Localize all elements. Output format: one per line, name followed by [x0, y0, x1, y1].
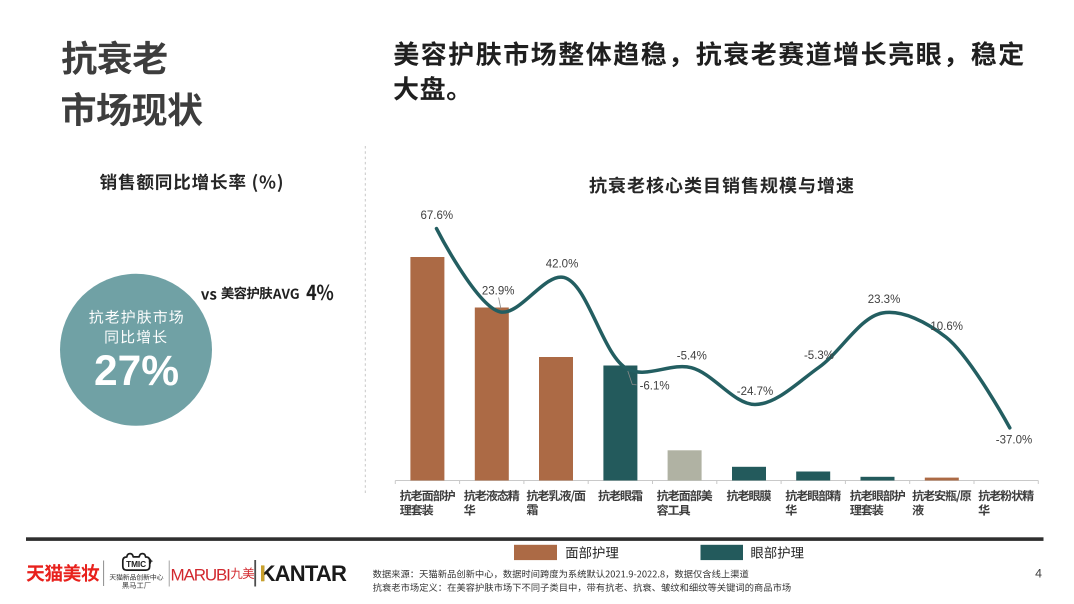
svg-text:27%: 27% [94, 348, 179, 395]
svg-text:42.0%: 42.0% [546, 259, 579, 271]
svg-text:4: 4 [1035, 566, 1042, 580]
svg-text:10.6%: 10.6% [930, 321, 963, 333]
svg-text:23.3%: 23.3% [868, 294, 901, 306]
svg-text:23.9%: 23.9% [482, 286, 515, 298]
svg-text:-5.4%: -5.4% [677, 351, 707, 363]
svg-text:KANTAR: KANTAR [260, 561, 347, 586]
svg-text:67.6%: 67.6% [420, 210, 453, 222]
svg-text:-24.7%: -24.7% [737, 386, 773, 398]
svg-text:-5.3%: -5.3% [804, 350, 834, 362]
svg-text:-37.0%: -37.0% [996, 434, 1032, 446]
svg-text:TMIC: TMIC [126, 559, 146, 569]
svg-text:-6.1%: -6.1% [640, 381, 670, 393]
svg-text:MARUBI: MARUBI [171, 565, 231, 584]
